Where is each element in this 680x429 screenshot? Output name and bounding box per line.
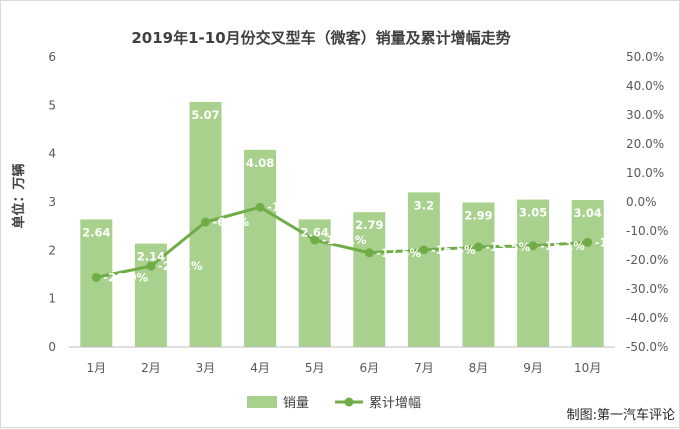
line-value-label: -17.5%	[376, 246, 421, 260]
line-series	[91, 202, 593, 282]
y2-tick-label: 30.0%	[626, 108, 664, 122]
x-tick-label: 10月	[574, 361, 601, 375]
x-tick-label: 2月	[141, 361, 161, 375]
legend-bar-swatch	[247, 396, 277, 408]
line-value-label: -15.1%	[540, 239, 585, 253]
line-point	[364, 248, 374, 258]
bar	[134, 243, 167, 347]
line-point	[255, 202, 265, 212]
y2-tick-label: 0.0%	[626, 195, 657, 209]
line-value-label: -6.9%	[213, 215, 250, 229]
y2-tick-label: 40.0%	[626, 79, 664, 93]
x-tick-label: 6月	[359, 361, 379, 375]
line-point	[419, 245, 429, 255]
x-tick-label: 1月	[86, 361, 106, 375]
y2-tick-label: 50.0%	[626, 50, 664, 64]
chart-title: 2019年1-10月份交叉型车（微客）销量及累计增幅走势	[131, 29, 510, 47]
line-value-label: -1.8%	[267, 200, 304, 214]
bar-value-labels: 2.64 2.14 5.07 4.08 2.64 2.79 3.2 2.99 3.05 3.04	[82, 108, 602, 264]
x-tick-label: 4月	[250, 361, 270, 375]
bar-value-label: 3.05	[519, 206, 547, 220]
bar	[462, 202, 495, 347]
y-tick-label: 4	[48, 147, 56, 161]
line-point	[201, 217, 210, 227]
bar-value-label: 2.14	[137, 250, 165, 264]
legend-line-label: 累计增幅	[369, 396, 421, 411]
line-value-label: -22.1%	[158, 259, 203, 273]
left-axis-ticks: 0 1 2 3 4 5 6	[48, 50, 56, 354]
bar-value-label: 4.08	[246, 156, 274, 170]
bar	[517, 199, 550, 347]
x-tick-label: 7月	[414, 361, 434, 375]
legend: 销量 累计增幅	[247, 396, 421, 411]
y2-tick-label: -20.0%	[626, 253, 668, 267]
y-tick-label: 6	[48, 50, 56, 64]
y-tick-label: 3	[48, 195, 56, 209]
bar-value-label: 5.07	[191, 108, 219, 122]
y-tick-label: 1	[48, 292, 56, 306]
bar-value-label: 3.04	[574, 206, 602, 220]
bar	[571, 200, 604, 347]
y2-tick-label: -50.0%	[626, 340, 668, 354]
line-value-label: -15.5%	[486, 240, 531, 254]
bar	[80, 219, 113, 347]
line-point	[583, 237, 593, 247]
y-tick-label: 0	[48, 340, 56, 354]
y2-tick-label: 20.0%	[626, 137, 664, 151]
x-tick-label: 8月	[469, 361, 489, 375]
legend-bar-label: 销量	[283, 396, 309, 411]
bar-value-label: 3.2	[414, 198, 434, 212]
y2-tick-label: -40.0%	[626, 311, 668, 325]
y-tick-label: 5	[48, 98, 56, 112]
line-value-label: -16.5%	[431, 243, 476, 257]
bar-value-label: 2.99	[464, 208, 492, 222]
bar-series	[80, 101, 604, 347]
bar-value-label: 2.64	[82, 225, 110, 239]
line-point	[310, 235, 320, 245]
bar	[353, 212, 386, 347]
bar	[244, 149, 277, 347]
bar	[407, 192, 440, 347]
y2-tick-label: -30.0%	[626, 282, 668, 296]
line-value-label: -13.1%	[322, 233, 367, 247]
line-point	[146, 261, 156, 271]
x-tick-label: 9月	[523, 361, 543, 375]
x-tick-label: 5月	[305, 361, 325, 375]
line-point	[91, 272, 101, 282]
x-tick-label: 3月	[196, 361, 216, 375]
line-value-label: -13.9%	[595, 235, 640, 249]
line-value-label: -26.0%	[103, 270, 148, 284]
bar-value-label: 2.79	[355, 218, 383, 232]
legend-line-marker	[344, 397, 354, 407]
series-line	[95, 205, 588, 279]
line-value-labels: -26.0% -22.1% -6.9% -1.8% -13.1% -17.5% -16.5%…	[103, 200, 640, 284]
x-axis-ticks: 1月 2月 3月 4月 5月 6月 7月 8月 9月 10月	[86, 361, 601, 375]
credit-text: 制图:第一汽车评论	[567, 407, 675, 423]
y2-tick-label: 10.0%	[626, 166, 664, 180]
y2-tick-label: -10.0%	[626, 224, 668, 238]
line-point	[474, 242, 483, 252]
y-axis-label: 单位：万辆	[11, 163, 27, 228]
line-point	[528, 241, 538, 251]
right-axis-ticks: -50.0% -40.0% -30.0% -20.0% -10.0% 0.0% 10.0% 2…	[626, 50, 668, 354]
y-tick-label: 2	[48, 243, 56, 257]
bar-value-label: 2.64	[301, 225, 329, 239]
